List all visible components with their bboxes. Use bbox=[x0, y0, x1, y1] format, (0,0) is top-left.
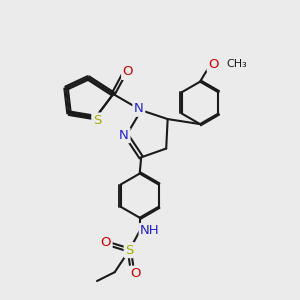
Text: O: O bbox=[100, 236, 111, 249]
Text: O: O bbox=[208, 58, 219, 70]
Text: CH₃: CH₃ bbox=[226, 59, 247, 69]
Text: N: N bbox=[134, 102, 144, 115]
Text: O: O bbox=[123, 65, 133, 79]
Text: S: S bbox=[125, 244, 134, 256]
Text: N: N bbox=[119, 129, 129, 142]
Text: S: S bbox=[93, 114, 101, 127]
Text: NH: NH bbox=[140, 224, 160, 238]
Text: O: O bbox=[130, 267, 140, 280]
